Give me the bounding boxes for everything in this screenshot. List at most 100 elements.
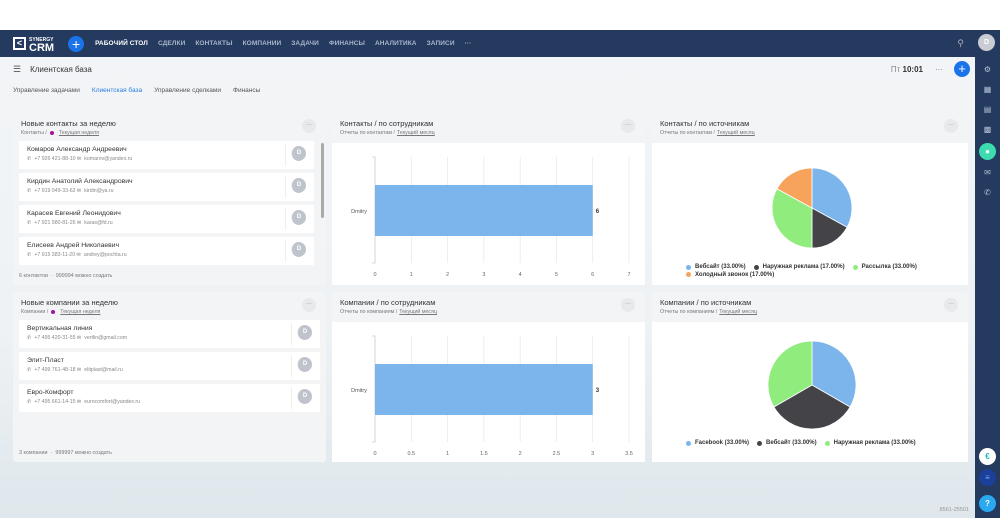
nav-analytics[interactable]: АНАЛИТИКА: [375, 40, 417, 47]
pie-slice[interactable]: [771, 188, 813, 249]
item-phone[interactable]: +7 921 980-81-26: [34, 220, 76, 226]
period-link[interactable]: Текущий месяц: [399, 309, 437, 315]
avatar[interactable]: D: [297, 357, 312, 372]
item-phone[interactable]: +7 499 761-48-18: [34, 367, 76, 373]
nav-companies[interactable]: КОМПАНИИ: [242, 40, 282, 47]
item-email[interactable]: vertlin@gmail.com: [84, 335, 128, 341]
nav-desktop[interactable]: РАБОЧИЙ СТОЛ: [95, 40, 148, 47]
logo[interactable]: < SYNERGY CRM: [13, 36, 54, 53]
card-more-button[interactable]: ···: [944, 298, 958, 312]
card-crumb[interactable]: Контакты /: [21, 130, 47, 136]
legend-item[interactable]: Вебсайт (33.00%): [686, 264, 746, 270]
user-avatar[interactable]: D: [978, 34, 995, 51]
bar[interactable]: [375, 185, 593, 236]
search-icon[interactable]: ⚲: [957, 38, 964, 48]
item-phone[interactable]: +7 495 661-14-15: [34, 399, 76, 405]
item-name[interactable]: Комаров Александр Андреевич: [27, 146, 127, 153]
currency-icon[interactable]: €: [979, 448, 996, 465]
tab-deals[interactable]: Управление сделками: [154, 87, 222, 94]
mail-icon[interactable]: ✉: [984, 168, 991, 177]
avatar[interactable]: D: [291, 146, 306, 161]
list-item[interactable]: Евро-Комфорт ✆ +7 495 661-14-15 ✉ eurocomf…: [19, 384, 320, 412]
book-icon[interactable]: ▤: [983, 105, 992, 114]
card-more-button[interactable]: ···: [621, 298, 635, 312]
pie-slice[interactable]: [776, 167, 813, 209]
pie-slice[interactable]: [773, 384, 851, 430]
avatar[interactable]: D: [291, 178, 306, 193]
list-item[interactable]: Кирдин Анатолий Александрович ✆ +7 919 04…: [19, 173, 314, 201]
menu-icon[interactable]: ☰: [13, 63, 22, 74]
item-name[interactable]: Кирдин Анатолий Александрович: [27, 178, 133, 185]
card-crumb[interactable]: Отчеты по контактам /: [340, 130, 395, 136]
period-link[interactable]: Текущий месяц: [719, 309, 757, 315]
avatar[interactable]: D: [291, 210, 306, 225]
list-item[interactable]: Комаров Александр Андреевич ✆ +7 926 421-…: [19, 141, 314, 169]
legend-item[interactable]: Рассылка (33.00%): [852, 264, 917, 270]
period-link[interactable]: Текущая неделя: [60, 309, 101, 315]
item-name[interactable]: Евро-Комфорт: [27, 389, 74, 396]
legend-item[interactable]: Холодный звонок (17.00%): [686, 272, 774, 278]
scrollbar[interactable]: [321, 143, 324, 218]
nav-more[interactable]: ···: [464, 40, 472, 47]
create-button[interactable]: +: [68, 35, 85, 52]
list-item[interactable]: Вертикальная линия ✆ +7 495 420-31-55 ✉ ve…: [19, 320, 320, 348]
card-crumb[interactable]: Компании /: [21, 309, 49, 315]
card-crumb[interactable]: Отчеты по компаниям /: [340, 309, 398, 315]
pie-slice[interactable]: [811, 207, 848, 249]
legend-item[interactable]: Наружная реклама (17.00%): [753, 264, 845, 270]
bar[interactable]: [375, 364, 593, 415]
item-phone[interactable]: +7 926 421-88-10: [34, 156, 76, 162]
header-more-button[interactable]: ···: [935, 64, 943, 74]
tab-tasks[interactable]: Управление задачами: [13, 87, 80, 94]
item-email[interactable]: andrey@pochta.ru: [83, 252, 127, 258]
item-phone[interactable]: +7 495 420-31-55: [34, 335, 76, 341]
tab-finance[interactable]: Финансы: [233, 87, 261, 94]
avatar[interactable]: D: [297, 389, 312, 404]
avatar[interactable]: D: [297, 325, 312, 340]
legend-item[interactable]: Вебсайт (33.00%): [757, 440, 817, 446]
legend-item[interactable]: Facebook (33.00%): [686, 440, 749, 446]
card-more-button[interactable]: ···: [621, 119, 635, 133]
card-more-button[interactable]: ···: [302, 119, 316, 133]
item-name[interactable]: Элит-Пласт: [27, 357, 64, 364]
item-name[interactable]: Карасев Евгений Леонидович: [27, 210, 121, 217]
item-email[interactable]: kirdin@ya.ru: [84, 188, 114, 194]
nav-deals[interactable]: СДЕЛКИ: [157, 40, 186, 47]
period-link[interactable]: Текущая неделя: [58, 130, 99, 136]
card-more-button[interactable]: ···: [944, 119, 958, 133]
item-name[interactable]: Вертикальная линия: [27, 325, 93, 332]
gear-icon[interactable]: ⚙: [983, 65, 992, 74]
list-item[interactable]: Карасев Евгений Леонидович ✆ +7 921 980-8…: [19, 205, 314, 233]
item-email[interactable]: karas@fd.ru: [84, 220, 113, 226]
folder-icon[interactable]: ▦: [983, 85, 992, 94]
item-phone[interactable]: +7 915 383-11-20: [34, 252, 76, 258]
layers-icon[interactable]: ≡: [979, 469, 996, 486]
period-link[interactable]: Текущий месяц: [716, 130, 755, 136]
item-email[interactable]: komarov@yandex.ru: [84, 156, 133, 162]
nav-tasks[interactable]: ЗАДАЧИ: [291, 40, 319, 47]
help-icon[interactable]: ?: [979, 495, 996, 512]
card-crumb[interactable]: Отчеты по компаниям /: [660, 309, 718, 315]
card-more-button[interactable]: ···: [302, 298, 316, 312]
nav-finance[interactable]: ФИНАНСЫ: [328, 40, 365, 47]
nav-records[interactable]: ЗАПИСИ: [426, 40, 455, 47]
list-item[interactable]: Елисеев Андрей Николаевич ✆ +7 915 383-11…: [19, 237, 314, 265]
item-email[interactable]: elitplast@mail.ru: [84, 367, 123, 373]
item-name[interactable]: Елисеев Андрей Николаевич: [27, 242, 120, 249]
item-phone[interactable]: +7 919 049-33-62: [34, 188, 76, 194]
avatar[interactable]: D: [291, 242, 306, 257]
header-add-button[interactable]: +: [954, 61, 970, 77]
phone-icon[interactable]: ✆: [984, 188, 991, 197]
tab-client-base[interactable]: Клиентская база: [91, 87, 143, 94]
pie-slice[interactable]: [811, 340, 857, 408]
pie-slice[interactable]: [767, 340, 813, 408]
bell-icon[interactable]: ●: [979, 143, 996, 160]
chat-icon[interactable]: ▩: [983, 125, 992, 134]
nav-contacts[interactable]: КОНТАКТЫ: [195, 40, 233, 47]
card-crumb[interactable]: Отчеты по контактам /: [660, 130, 715, 136]
pie-slice[interactable]: [811, 167, 853, 228]
item-email[interactable]: eurocomfort@yandex.ru: [84, 399, 141, 405]
legend-item[interactable]: Наружная реклама (33.00%): [824, 440, 916, 446]
period-link[interactable]: Текущий месяц: [396, 130, 435, 136]
list-item[interactable]: Элит-Пласт ✆ +7 499 761-48-18 ✉ elitplast@…: [19, 352, 320, 380]
